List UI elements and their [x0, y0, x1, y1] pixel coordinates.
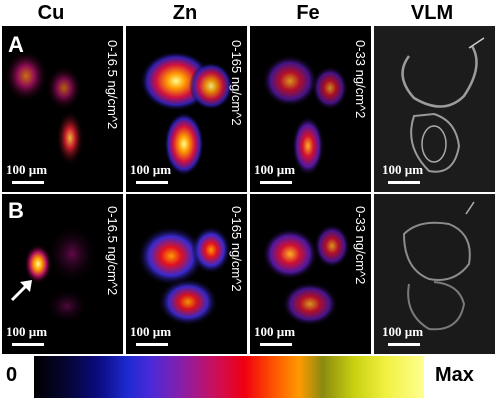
- panel-b-cu: 0-16.5 ng/cm^2 100 µm: [2, 194, 123, 354]
- scale-bar: [260, 181, 292, 184]
- cu-map-a-image: [4, 50, 84, 166]
- scale-bar: [136, 343, 168, 346]
- column-header-zn: Zn: [172, 2, 198, 24]
- column-header-fe: Fe: [296, 2, 320, 24]
- scale-bar-label: 100 µm: [254, 162, 296, 177]
- scale-bar-label: 100 µm: [382, 324, 424, 339]
- colorbar: [34, 356, 424, 398]
- range-label-fe-b: 0-33 ng/cm^2: [353, 206, 368, 285]
- panel-a-fe: 0-33 ng/cm^2 100 µm: [250, 26, 371, 192]
- scale-bar: [388, 181, 420, 184]
- column-header-vlm: VLM: [410, 2, 454, 24]
- scale-bar: [260, 343, 292, 346]
- range-label-cu-a: 0-16.5 ng/cm^2: [105, 40, 120, 130]
- scale-bar-label: 100 µm: [6, 162, 48, 177]
- zn-map-b-image: [137, 226, 231, 326]
- row-label-a: A: [8, 32, 24, 57]
- arrow-icon: [10, 280, 32, 302]
- panel-b-zn: 0-165 ng/cm^2 100 µm: [126, 194, 247, 354]
- fe-map-b-image: [262, 224, 350, 326]
- scale-bar-label: 100 µm: [130, 162, 172, 177]
- range-label-fe-a: 0-33 ng/cm^2: [353, 40, 368, 119]
- vlm-image-a: [401, 37, 485, 173]
- scale-bar-label: 100 µm: [6, 324, 48, 339]
- range-label-cu-b: 0-16.5 ng/cm^2: [105, 206, 120, 296]
- scale-bar: [12, 343, 44, 346]
- scale-bar: [388, 343, 420, 346]
- vlm-image-b: [402, 201, 475, 331]
- scale-bar: [12, 181, 44, 184]
- scale-bar: [136, 181, 168, 184]
- range-label-zn-b: 0-165 ng/cm^2: [229, 206, 244, 292]
- colorbar-max-label: Max: [435, 364, 474, 386]
- scale-bar-label: 100 µm: [382, 162, 424, 177]
- scale-bar-label: 100 µm: [130, 324, 172, 339]
- panel-b-fe: 0-33 ng/cm^2 100 µm: [250, 194, 371, 354]
- row-label-b: B: [8, 198, 24, 223]
- cu-map-b-image: [24, 224, 98, 324]
- panel-a-vlm: 100 µm: [374, 26, 495, 192]
- column-header-cu: Cu: [37, 2, 65, 24]
- fe-map-a-image: [262, 55, 348, 176]
- scale-bar-label: 100 µm: [254, 324, 296, 339]
- panel-b-vlm: 100 µm: [374, 194, 495, 354]
- colorbar-min-label: 0: [6, 364, 18, 386]
- panel-a-zn: 0-165 ng/cm^2 100 µm: [126, 26, 247, 192]
- range-label-zn-a: 0-165 ng/cm^2: [229, 40, 244, 126]
- zn-map-a-image: [140, 51, 233, 176]
- panel-a-cu: 0-16.5 ng/cm^2 100 µm: [2, 26, 123, 192]
